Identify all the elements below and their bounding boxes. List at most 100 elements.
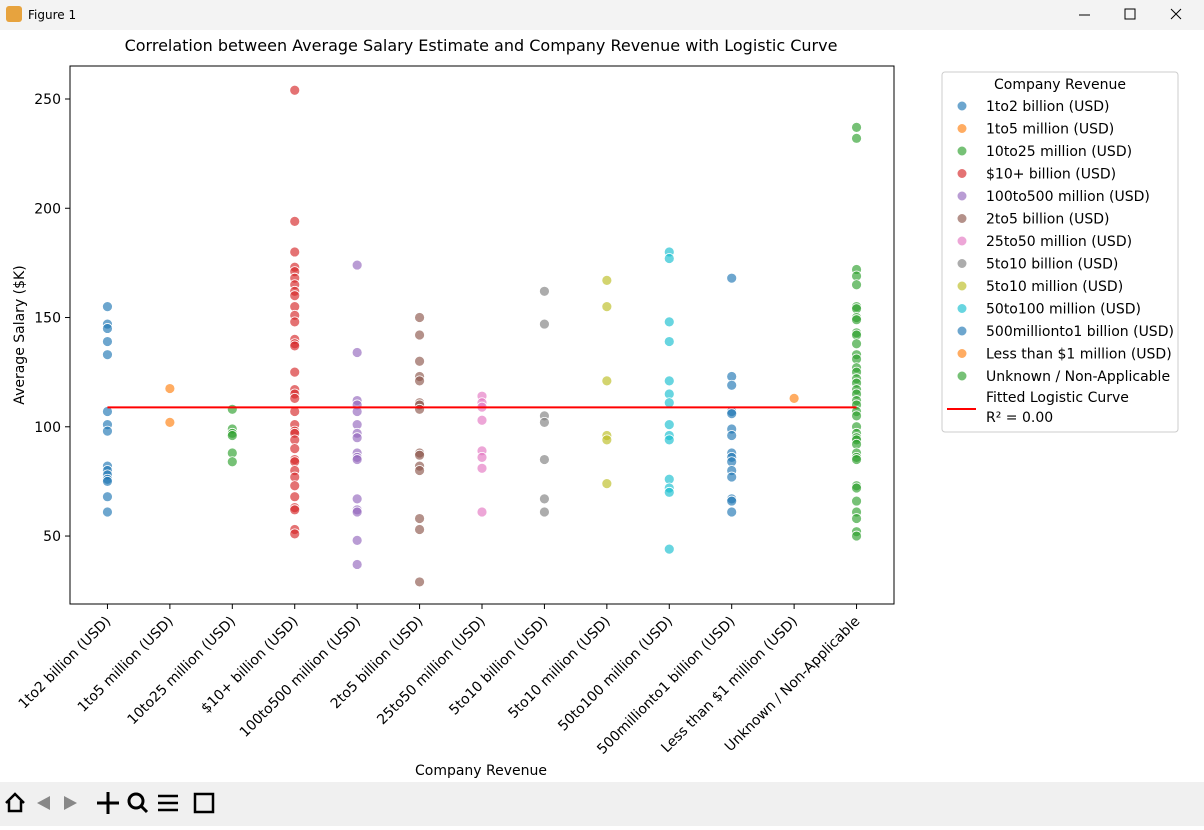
data-point	[851, 513, 862, 524]
data-point	[351, 559, 363, 570]
data-point	[226, 456, 238, 468]
app-icon	[6, 6, 22, 22]
data-point	[476, 506, 488, 518]
data-point	[414, 329, 425, 341]
data-point	[289, 480, 301, 492]
data-point	[851, 122, 862, 133]
data-point	[289, 316, 301, 328]
legend-label: 50to100 million (USD)	[986, 302, 1141, 318]
data-point	[351, 259, 363, 271]
data-point	[539, 506, 550, 518]
close-button[interactable]	[1170, 8, 1182, 20]
data-point	[851, 279, 862, 291]
legend-marker	[956, 370, 968, 382]
legend-label: Unknown / Non-Applicable	[986, 369, 1170, 385]
data-point	[851, 482, 862, 494]
data-point	[539, 318, 550, 330]
data-point	[851, 495, 862, 507]
data-point	[289, 491, 301, 503]
data-point	[476, 462, 488, 474]
data-point	[102, 349, 113, 361]
data-point	[289, 504, 301, 516]
data-point	[351, 493, 363, 505]
data-point	[663, 316, 675, 328]
legend-label: R² = 0.00	[986, 410, 1053, 426]
data-point	[726, 430, 738, 441]
y-axis-label: Average Salary ($K)	[12, 265, 28, 404]
data-point	[226, 403, 238, 415]
data-point	[726, 495, 738, 507]
y-tick-label: 250	[34, 92, 61, 108]
data-point	[289, 443, 301, 455]
data-point	[414, 524, 425, 535]
x-tick-label: Unknown / Non-Applicable	[722, 614, 863, 755]
y-tick-label: 100	[34, 420, 61, 436]
data-point	[663, 434, 675, 446]
data-point	[351, 506, 363, 518]
legend-marker	[956, 325, 968, 337]
data-point	[663, 397, 675, 409]
data-point	[289, 366, 301, 378]
y-tick-label: 50	[43, 529, 61, 545]
data-point	[164, 383, 176, 394]
forward-button[interactable]	[64, 796, 77, 810]
data-point	[726, 408, 738, 420]
data-point	[414, 465, 425, 476]
data-point	[851, 454, 862, 465]
legend-label: 100to500 million (USD)	[986, 189, 1150, 205]
maximize-button[interactable]	[1124, 8, 1136, 20]
data-point	[726, 272, 738, 284]
data-point	[539, 493, 550, 505]
legend	[941, 71, 1179, 433]
home-button[interactable]	[5, 792, 25, 813]
data-point	[663, 543, 675, 555]
data-point	[289, 392, 301, 404]
data-point	[351, 347, 363, 358]
data-point	[102, 506, 113, 518]
data-point	[289, 290, 301, 302]
data-point	[476, 451, 488, 463]
data-point	[414, 449, 425, 461]
plot-area	[69, 65, 895, 605]
data-point	[414, 312, 425, 323]
data-point	[663, 375, 675, 387]
data-point	[663, 253, 675, 264]
data-point	[351, 535, 363, 546]
data-point	[289, 340, 301, 352]
legend-marker	[956, 168, 968, 179]
zoom-button[interactable]	[127, 792, 149, 814]
data-point	[726, 379, 738, 391]
data-point	[726, 471, 738, 483]
legend-marker	[956, 123, 968, 134]
toolbar	[0, 782, 1204, 826]
data-point	[102, 425, 113, 437]
data-point	[289, 528, 301, 540]
data-point	[414, 513, 425, 524]
legend-marker	[956, 235, 968, 247]
data-point	[601, 478, 613, 489]
x-tick-label: 5to10 million (USD)	[505, 614, 613, 722]
window-title: Figure 1	[28, 8, 76, 22]
configure-button[interactable]	[158, 794, 178, 812]
pan-button[interactable]	[97, 792, 119, 814]
data-point	[663, 336, 675, 347]
legend-marker	[956, 348, 968, 359]
data-point	[601, 434, 613, 446]
data-point	[851, 338, 862, 350]
legend-marker	[956, 145, 968, 157]
data-point	[102, 491, 113, 503]
data-point	[226, 430, 238, 441]
legend-label: 5to10 million (USD)	[986, 279, 1123, 295]
legend-label: 5to10 billion (USD)	[986, 257, 1118, 273]
legend-marker	[956, 190, 968, 202]
data-point	[851, 314, 862, 326]
legend-label: 10to25 million (USD)	[986, 144, 1132, 160]
legend-marker	[956, 100, 968, 112]
legend-title: Company Revenue	[994, 77, 1126, 93]
data-point	[851, 132, 862, 144]
legend-label: 1to5 million (USD)	[986, 122, 1114, 138]
data-point	[851, 530, 862, 542]
save-button[interactable]	[193, 792, 215, 814]
back-button[interactable]	[37, 796, 50, 810]
